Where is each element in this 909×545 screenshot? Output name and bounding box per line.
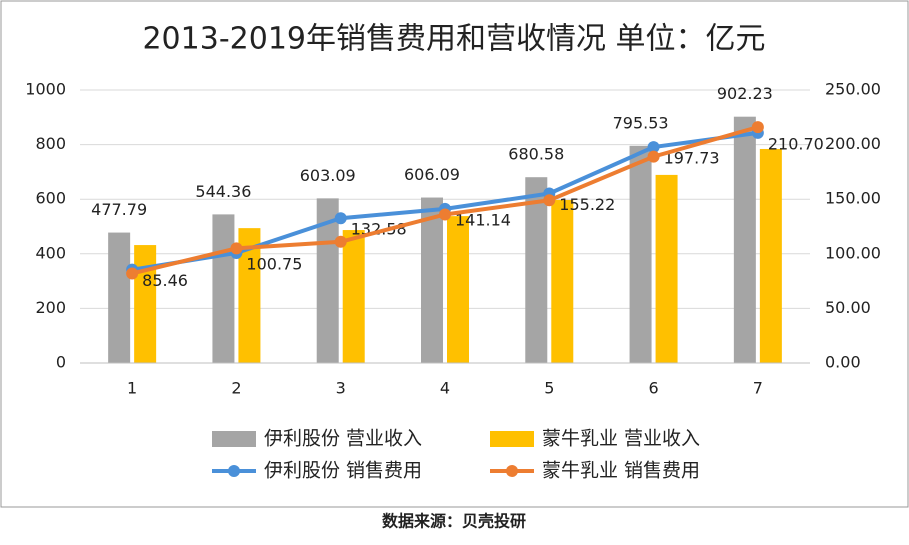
x-tick-label: 2	[231, 379, 241, 398]
data-label: 210.70	[768, 134, 824, 153]
x-tick-label: 4	[440, 379, 450, 398]
line-point	[647, 141, 660, 154]
legend-label: 伊利股份 销售费用	[264, 460, 422, 482]
x-tick-label: 3	[336, 379, 346, 398]
data-label: 795.53	[613, 113, 669, 132]
bar	[421, 197, 443, 363]
line-point	[439, 208, 451, 221]
data-label: 902.23	[717, 84, 773, 103]
bar	[447, 216, 469, 363]
line-point	[751, 121, 764, 134]
data-label: 603.09	[300, 166, 356, 185]
line-point	[334, 235, 347, 248]
source-note: 数据来源：贝壳投研	[382, 512, 526, 531]
legend-label: 蒙牛乳业 营业收入	[542, 428, 700, 450]
y-tick-label: 400	[35, 243, 66, 262]
x-tick-label: 7	[753, 379, 763, 398]
y-tick-label: 800	[35, 134, 66, 153]
bar	[212, 214, 235, 363]
bar	[759, 148, 782, 363]
data-label: 85.46	[142, 271, 188, 290]
data-label: 477.79	[91, 200, 147, 219]
bar	[342, 230, 365, 363]
x-tick-label: 5	[544, 379, 554, 398]
bar	[655, 174, 678, 363]
y-tick-label: 600	[35, 189, 66, 208]
legend-swatch	[228, 465, 240, 477]
bar	[525, 177, 548, 363]
legend-label: 蒙牛乳业 销售费用	[542, 460, 700, 482]
legend-swatch	[490, 431, 534, 447]
y2-tick-label: 0.00	[825, 353, 861, 372]
data-label: 141.14	[455, 210, 511, 229]
chart-title: 2013-2019年销售费用和营收情况 单位：亿元	[142, 22, 765, 57]
y2-tick-label: 50.00	[825, 298, 871, 317]
legend-swatch	[506, 465, 518, 477]
y2-tick-label: 250.00	[825, 80, 881, 99]
y-tick-label: 0	[56, 353, 66, 372]
line-point	[126, 267, 139, 280]
bar	[238, 228, 261, 363]
legend-swatch	[212, 431, 256, 447]
bar	[733, 116, 756, 363]
bar	[108, 232, 131, 363]
y2-tick-label: 200.00	[825, 134, 881, 153]
y-tick-label: 1000	[25, 80, 66, 99]
line-point	[334, 212, 347, 225]
data-label: 606.09	[404, 165, 460, 184]
y-tick-label: 200	[35, 298, 66, 317]
line-point	[230, 242, 243, 255]
bar	[134, 245, 157, 363]
bar	[629, 145, 652, 363]
bar	[316, 198, 339, 363]
data-label: 544.36	[195, 182, 251, 201]
legend-label: 伊利股份 营业收入	[264, 428, 422, 450]
y2-tick-label: 150.00	[825, 189, 881, 208]
data-label: 155.22	[559, 195, 615, 214]
data-label: 197.73	[664, 149, 720, 168]
data-label: 100.75	[246, 254, 302, 273]
data-label: 680.58	[508, 145, 564, 164]
x-tick-label: 6	[648, 379, 658, 398]
line-point	[647, 150, 660, 163]
line-point	[543, 194, 556, 207]
bar	[551, 200, 574, 363]
y2-tick-label: 100.00	[825, 243, 881, 262]
x-tick-label: 1	[127, 379, 137, 398]
